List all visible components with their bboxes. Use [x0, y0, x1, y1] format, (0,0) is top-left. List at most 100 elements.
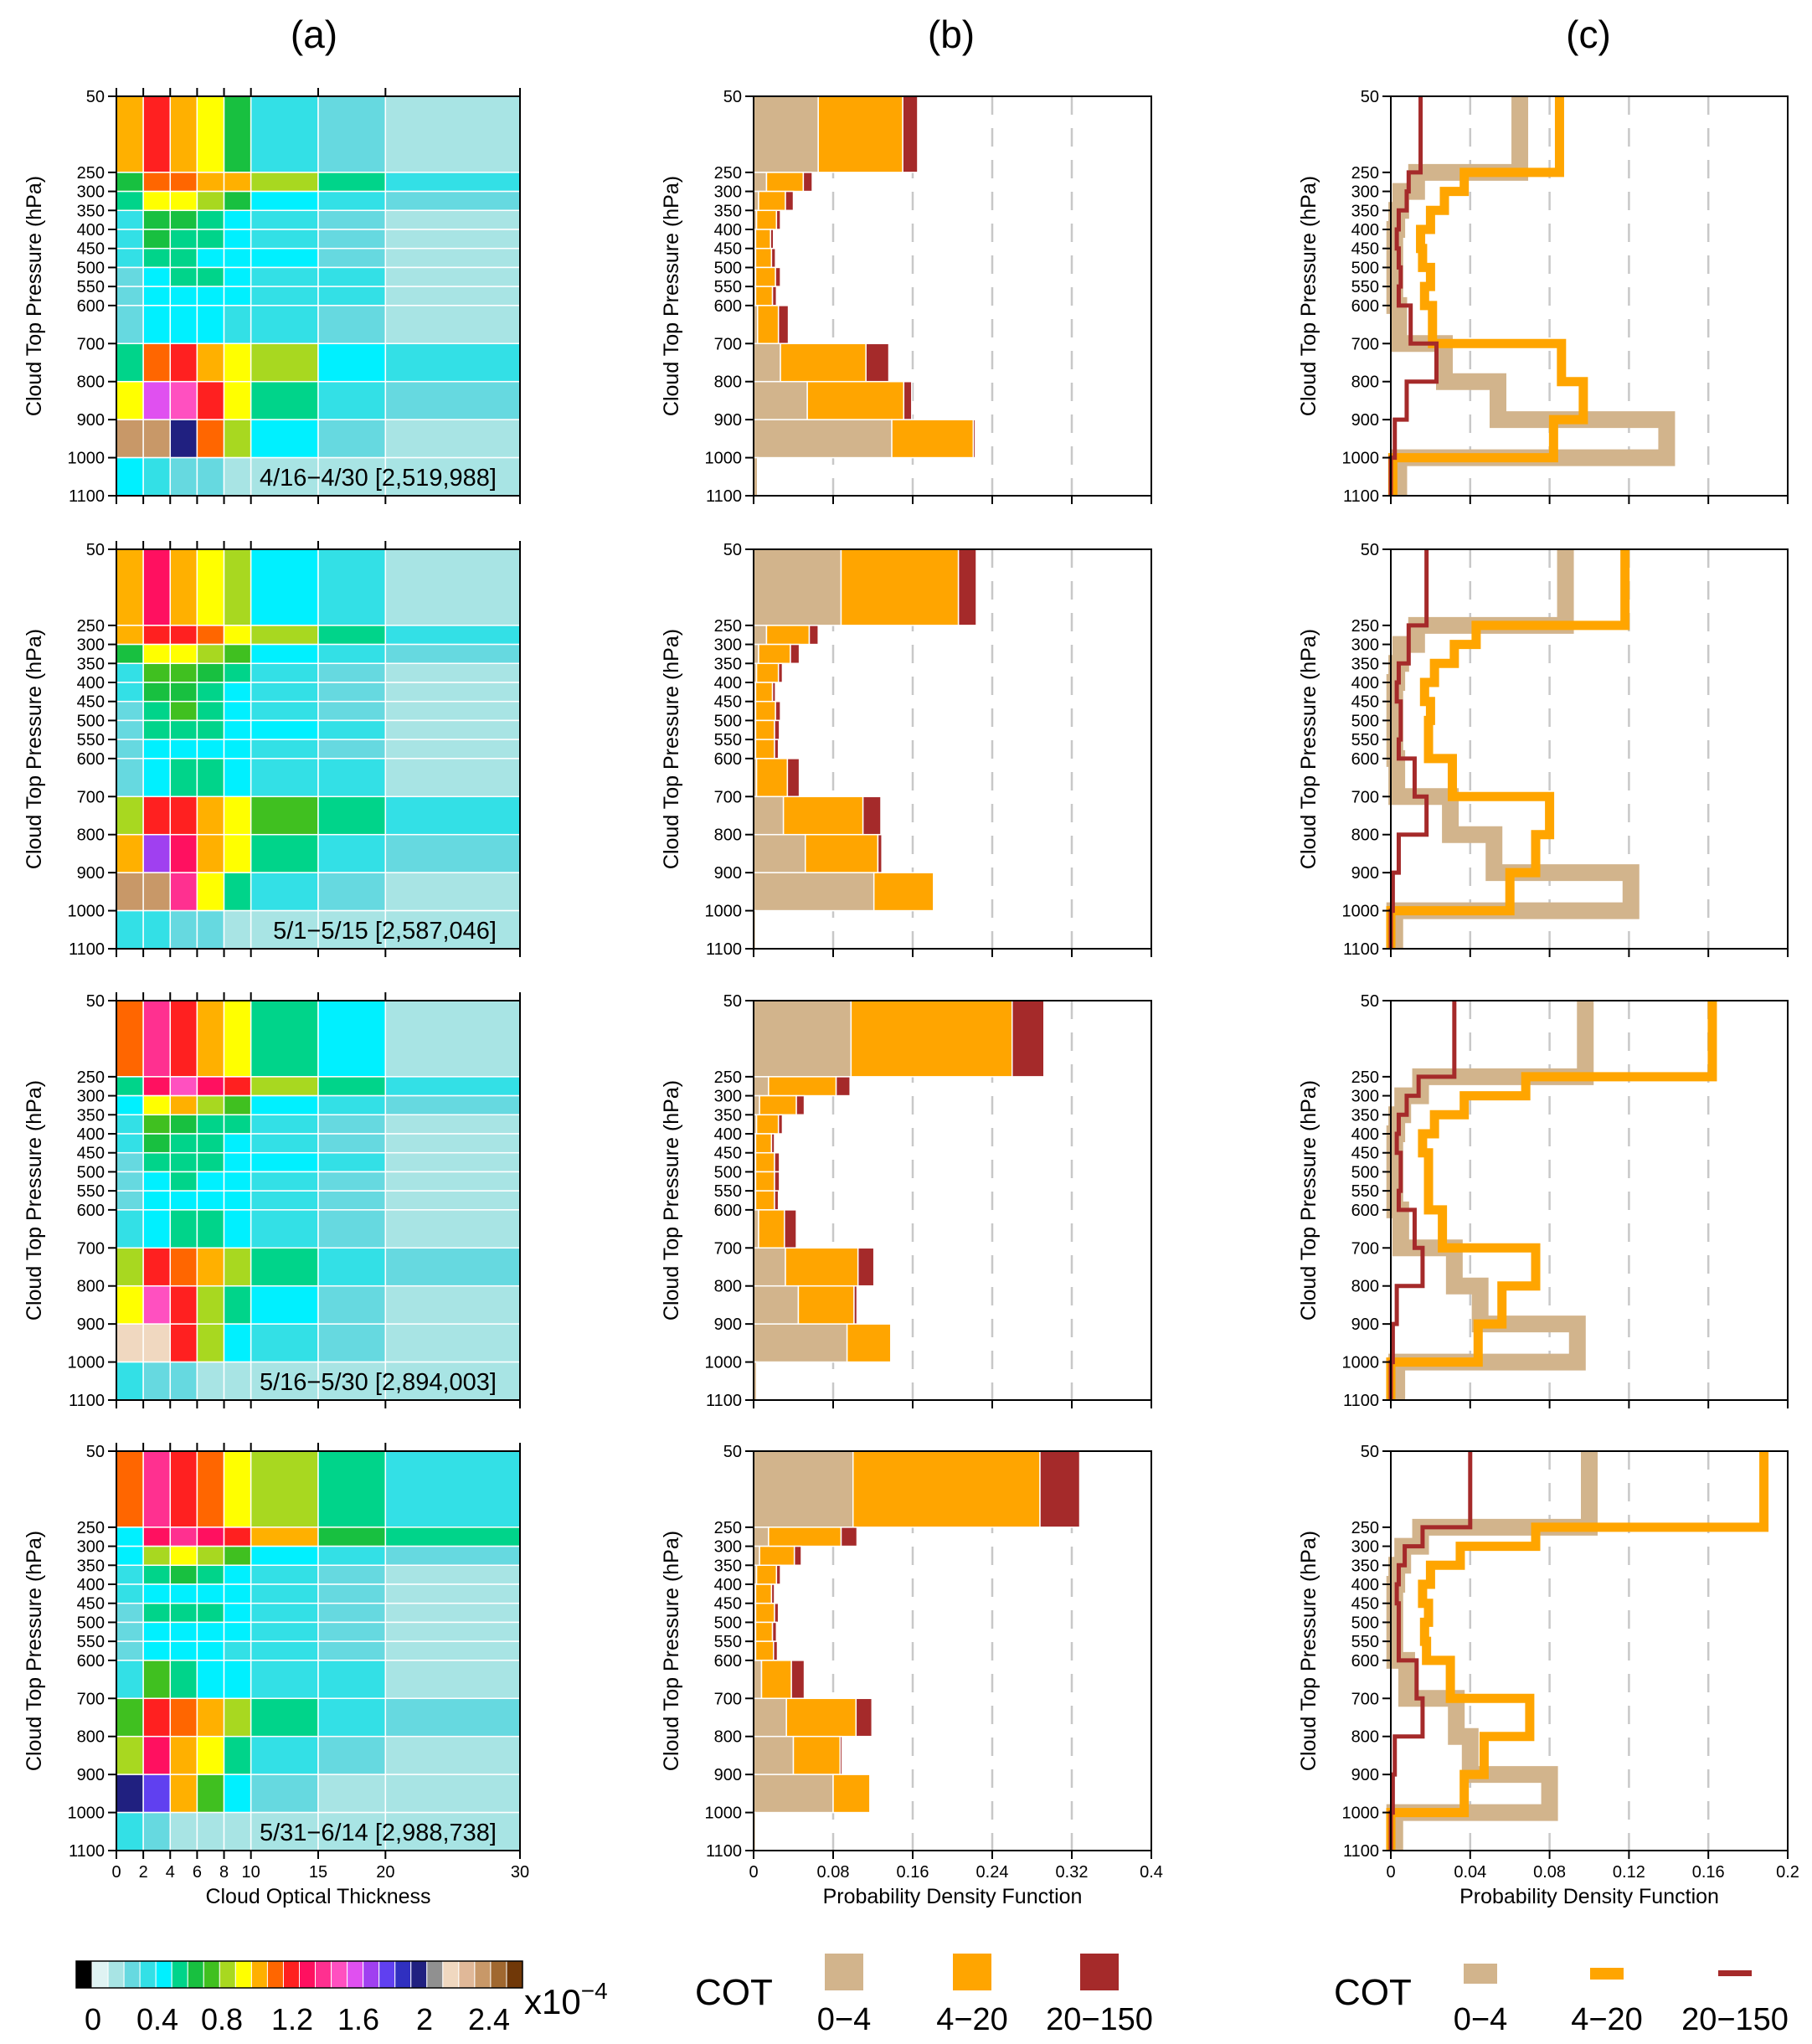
- heatmap-4-ytick-label-350: 350: [77, 1557, 105, 1575]
- heatmap-cell: [317, 1621, 387, 1642]
- bar-4−20: [782, 795, 864, 836]
- heatmap-cell: [317, 209, 387, 230]
- bar-4−20: [754, 700, 776, 722]
- step-2-ytick-label-450: 450: [1351, 693, 1379, 712]
- colorbar-swatch: [506, 1960, 523, 1989]
- bar-xtick-label-0: 0: [749, 1863, 758, 1882]
- colorbar-tick-0.4: 0.4: [136, 2002, 178, 2036]
- heatmap-cell: [196, 1133, 225, 1154]
- colorbar-swatch: [155, 1960, 172, 1989]
- heatmap-cell: [196, 229, 225, 250]
- heatmap-cell: [116, 1697, 144, 1738]
- heatmap-cell: [142, 1209, 172, 1249]
- heatmap-3-ytick-label-900: 900: [77, 1315, 105, 1334]
- heatmap-cell: [223, 1774, 252, 1814]
- heatmap-cell: [317, 833, 387, 873]
- heatmap-cell: [116, 95, 144, 173]
- colorbar-swatch: [107, 1960, 125, 1989]
- heatmap-cell: [250, 1247, 319, 1287]
- legend-b-title: COT: [695, 1972, 773, 2013]
- step-4-ytick-label-300: 300: [1351, 1538, 1379, 1557]
- colorbar-swatch: [266, 1960, 284, 1989]
- step-2-ytick-label-300: 300: [1351, 636, 1379, 655]
- legend-b-label-thick: 20−150: [1046, 2002, 1153, 2037]
- heatmap-cell: [384, 739, 521, 759]
- bar-3-ytick-label-550: 550: [714, 1182, 742, 1201]
- bar-20−150: [771, 682, 776, 703]
- bar-0−4: [753, 1285, 800, 1325]
- heatmap-cell: [317, 1151, 387, 1173]
- heatmap-cell: [384, 700, 521, 722]
- step-1-ytick-label-900: 900: [1351, 411, 1379, 430]
- step-xtick-label-0.04: 0.04: [1454, 1863, 1486, 1882]
- colorbar-swatch: [234, 1960, 252, 1989]
- step-1-ytick-label-700: 700: [1351, 335, 1379, 353]
- heatmap-cell: [116, 1151, 144, 1173]
- column-title-a: (a): [291, 13, 337, 56]
- heatmap-cell: [317, 795, 387, 836]
- heatmap-cell: [223, 1190, 252, 1211]
- legend-b-swatch-thin: [825, 1954, 863, 1990]
- heatmap-cell: [169, 1811, 198, 1851]
- bar-0−4: [753, 833, 806, 873]
- heatmap-cell: [169, 1527, 198, 1547]
- bar-20−150: [770, 247, 776, 269]
- bar-4−20: [754, 1602, 775, 1624]
- heatmap-cell: [250, 1735, 319, 1775]
- heatmap-cell: [116, 1564, 144, 1585]
- heatmap-cell: [196, 909, 225, 950]
- bar-4−20: [805, 833, 879, 873]
- bar-4-ytick-label-400: 400: [714, 1576, 742, 1594]
- heatmap-4-ytick-label-500: 500: [77, 1614, 105, 1632]
- colorbar-swatch: [474, 1960, 492, 1989]
- heatmap-cell: [142, 682, 172, 703]
- heatmap-cell: [384, 758, 521, 798]
- bar-frame: [753, 548, 1152, 950]
- heatmap-cell: [142, 342, 172, 383]
- step-2-ytick-label-400: 400: [1351, 674, 1379, 692]
- heatmap-cell: [142, 1527, 172, 1547]
- heatmap-cell: [317, 548, 387, 626]
- heatmap-cell: [196, 758, 225, 798]
- heatmap-cell: [196, 1000, 225, 1078]
- colorbar: [75, 1960, 523, 1989]
- bar-20−150: [808, 625, 819, 646]
- bar-4−20: [785, 1697, 857, 1738]
- heatmap-cell: [317, 1450, 387, 1528]
- step-2-ytick-label-1100: 1100: [1343, 940, 1379, 959]
- heatmap-cell: [250, 1076, 319, 1097]
- heatmap-cell: [317, 1094, 387, 1116]
- bar-20−150: [770, 1583, 775, 1604]
- heatmap-cell: [169, 266, 198, 287]
- heatmap-cell: [223, 95, 252, 173]
- heatmap-cell: [223, 1602, 252, 1624]
- heatmap-cell: [169, 682, 198, 703]
- heatmap-cell: [250, 1583, 319, 1604]
- heatmap-cell: [169, 739, 198, 759]
- heatmap-cell: [169, 1450, 198, 1528]
- heatmap-cell: [142, 1361, 172, 1401]
- bar-20−150: [790, 643, 800, 665]
- heatmap-cell: [223, 305, 252, 345]
- legend-b: COT 0−4 4−20 20−150: [695, 1954, 1153, 2037]
- bar-20−150: [903, 380, 913, 420]
- bar-0−4: [753, 1545, 760, 1567]
- bar-4-ytick-label-350: 350: [714, 1557, 742, 1575]
- bar-4-ylabel: Cloud Top Pressure (hPa): [660, 1531, 683, 1771]
- heatmap-cell: [116, 739, 144, 759]
- heatmap-cell: [384, 1094, 521, 1116]
- colorbar-tick-2: 2: [416, 2002, 433, 2036]
- bar-4−20: [755, 1114, 780, 1135]
- bar-2-ytick-label-1100: 1100: [706, 940, 742, 959]
- colorbar-tick-0: 0: [85, 2002, 101, 2036]
- heatmap-cell: [250, 1285, 319, 1325]
- heatmap-cell: [250, 548, 319, 626]
- heatmap-cell: [196, 682, 225, 703]
- heatmap-xtick-label-20: 20: [376, 1863, 394, 1882]
- bar-4−20: [891, 419, 975, 459]
- heatmap-4-ytick-label-1000: 1000: [68, 1805, 106, 1823]
- bar-2-ytick-label-700: 700: [714, 788, 742, 806]
- heatmap-3-ytick-label-700: 700: [77, 1239, 105, 1258]
- colorbar-swatch: [490, 1960, 507, 1989]
